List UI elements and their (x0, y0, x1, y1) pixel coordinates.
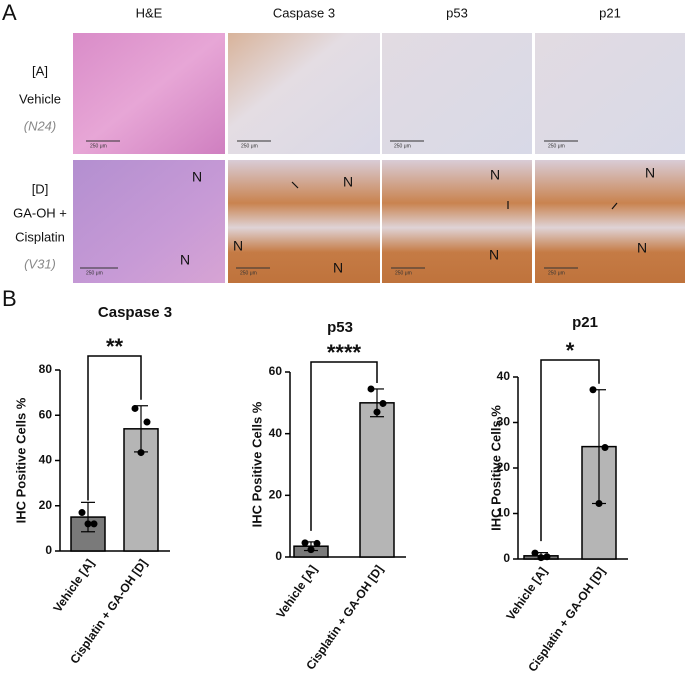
column-header: Caspase 3 (273, 5, 335, 20)
data-point (313, 539, 321, 547)
row-id: (V31) (24, 256, 56, 271)
chart-title: p21 (572, 314, 598, 331)
y-tick-label: 40 (269, 426, 283, 440)
significance-label: ** (106, 334, 124, 359)
y-tick-label: 60 (269, 364, 283, 378)
x-tick-label: Vehicle [A] (50, 557, 97, 615)
row-name: Cisplatin (15, 229, 65, 244)
panel-label: A (2, 0, 17, 25)
scale-bar-label: 250 μm (90, 143, 107, 149)
scale-bar-label: 250 μm (548, 270, 565, 276)
data-point (379, 399, 387, 407)
data-point (543, 553, 551, 561)
micrograph (535, 160, 685, 283)
y-tick-label: 20 (269, 488, 283, 502)
y-tick-label: 0 (275, 549, 282, 563)
chart-title: p53 (327, 319, 353, 336)
y-axis-label: IHC Positive Cells % (488, 405, 503, 531)
necrosis-mark: N (645, 165, 655, 181)
column-header: p53 (446, 5, 468, 20)
data-point (137, 449, 145, 457)
scale-bar-label: 250 μm (395, 270, 412, 276)
y-tick-label: 40 (39, 453, 53, 467)
necrosis-mark: N (192, 169, 202, 185)
y-axis-label: IHC Positive Cells % (249, 401, 264, 527)
necrosis-mark: N (490, 167, 500, 183)
y-axis-label: IHC Positive Cells % (13, 397, 28, 523)
y-tick-label: 10 (497, 506, 511, 520)
necrosis-mark: N (333, 260, 343, 276)
data-point (373, 408, 381, 416)
chart-title: Caspase 3 (98, 304, 172, 321)
micrograph (228, 33, 380, 154)
micrograph (73, 33, 225, 154)
column-header: H&E (136, 5, 163, 20)
micrograph (382, 33, 532, 154)
x-tick-label: Vehicle [A] (273, 563, 320, 621)
data-point (531, 549, 539, 557)
arrows (291, 181, 618, 210)
row-name: Vehicle (19, 91, 61, 106)
row-group: [A] (32, 63, 48, 78)
data-point (307, 546, 315, 554)
data-point (131, 404, 139, 412)
micrograph (382, 160, 532, 283)
necrosis-mark: N (180, 252, 190, 268)
x-tick-label: Vehicle [A] (503, 565, 550, 623)
significance-bracket (540, 359, 600, 542)
data-point (537, 554, 545, 562)
scale-bar-label: 250 μm (86, 270, 103, 276)
necrosis-mark: N (637, 240, 647, 256)
data-point (367, 385, 375, 393)
y-tick-label: 80 (39, 362, 53, 376)
micrograph (228, 160, 380, 283)
data-point (589, 386, 597, 394)
significance-bracket (310, 361, 378, 531)
scale-bar-label: 250 μm (240, 270, 257, 276)
y-tick-label: 60 (39, 407, 53, 421)
scale-bars (80, 140, 578, 269)
panel-label: B (2, 286, 17, 311)
y-tick-label: 20 (497, 460, 511, 474)
necrosis-mark: N (233, 238, 243, 254)
data-point (90, 520, 98, 528)
x-tick-label: Cisplatin + GA-OH [D] (303, 563, 386, 673)
row-id: (N24) (24, 118, 57, 133)
significance-label: **** (327, 340, 362, 365)
scale-bar-label: 250 μm (548, 143, 565, 149)
micrograph (535, 33, 685, 154)
data-point (601, 444, 609, 452)
scale-bar-label: 250 μm (241, 143, 258, 149)
scale-bar-label: 250 μm (394, 143, 411, 149)
row-group: [D] (32, 181, 49, 196)
necrosis-mark: N (343, 174, 353, 190)
bar (359, 402, 395, 558)
significance-label: * (566, 338, 575, 363)
necrosis-mark: N (489, 247, 499, 263)
y-tick-label: 40 (497, 369, 511, 383)
data-point (143, 418, 151, 426)
data-point (78, 509, 86, 517)
significance-bracket (87, 355, 142, 501)
y-tick-label: 0 (503, 551, 510, 565)
row-name: GA-OH + (13, 205, 67, 220)
data-point (84, 520, 92, 528)
data-point (595, 499, 603, 507)
data-point (301, 539, 309, 547)
y-tick-label: 20 (39, 498, 53, 512)
y-tick-label: 0 (45, 543, 52, 557)
column-header: p21 (599, 5, 621, 20)
micrograph (73, 160, 225, 283)
y-tick-label: 30 (497, 415, 511, 429)
